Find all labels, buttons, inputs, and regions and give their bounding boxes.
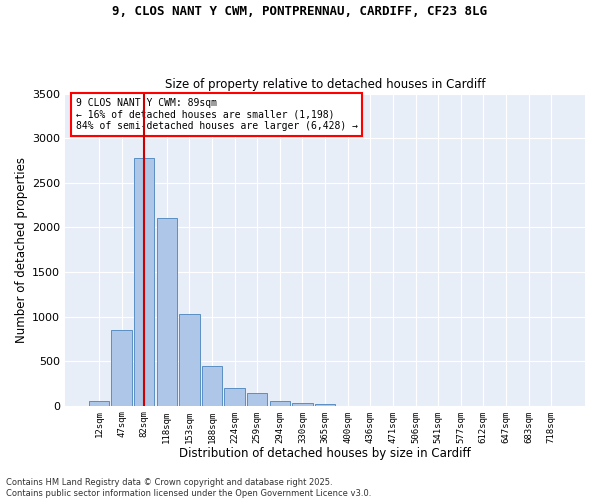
- Bar: [112, 330, 132, 406]
- Text: 9, CLOS NANT Y CWM, PONTPRENNAU, CARDIFF, CF23 8LG: 9, CLOS NANT Y CWM, PONTPRENNAU, CARDIFF…: [113, 5, 487, 18]
- Bar: [269, 401, 290, 406]
- Text: 9 CLOS NANT Y CWM: 89sqm
← 16% of detached houses are smaller (1,198)
84% of sem: 9 CLOS NANT Y CWM: 89sqm ← 16% of detach…: [76, 98, 358, 132]
- Bar: [157, 218, 177, 406]
- Y-axis label: Number of detached properties: Number of detached properties: [15, 156, 28, 342]
- X-axis label: Distribution of detached houses by size in Cardiff: Distribution of detached houses by size …: [179, 447, 471, 460]
- Bar: [292, 402, 313, 406]
- Bar: [202, 366, 222, 406]
- Title: Size of property relative to detached houses in Cardiff: Size of property relative to detached ho…: [165, 78, 485, 91]
- Bar: [315, 404, 335, 406]
- Bar: [224, 388, 245, 406]
- Text: Contains HM Land Registry data © Crown copyright and database right 2025.
Contai: Contains HM Land Registry data © Crown c…: [6, 478, 371, 498]
- Bar: [89, 401, 109, 406]
- Bar: [179, 314, 200, 406]
- Bar: [247, 393, 268, 406]
- Bar: [134, 158, 154, 406]
